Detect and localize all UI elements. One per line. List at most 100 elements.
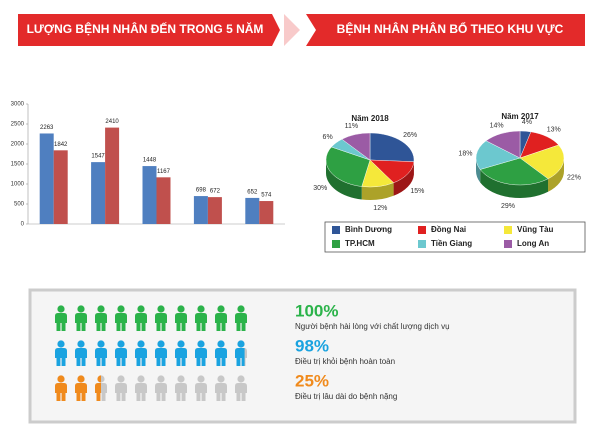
- icon-head: [217, 305, 225, 313]
- value-label: 2410: [105, 119, 119, 125]
- legend-swatch: [504, 240, 512, 248]
- value-label: 1842: [54, 142, 68, 148]
- icon-head: [237, 305, 245, 313]
- y-tick-label: 3000: [11, 102, 25, 108]
- icon-head: [57, 340, 65, 348]
- icon-body: [115, 383, 127, 401]
- icon-head: [117, 305, 125, 313]
- bar: [245, 197, 260, 224]
- icon-body: [95, 313, 107, 331]
- stat-value: 100%: [295, 301, 338, 320]
- value-label: 574: [261, 193, 272, 199]
- bar: [193, 196, 208, 224]
- value-label: 18%: [458, 150, 472, 157]
- icon-head: [97, 340, 105, 348]
- bar: [259, 201, 274, 224]
- icon-head: [57, 375, 65, 383]
- legend-label: Đồng Nai: [431, 225, 466, 234]
- icon-head: [197, 305, 205, 313]
- value-label: 26%: [403, 132, 417, 139]
- icon-body: [235, 348, 245, 366]
- legend-swatch: [504, 226, 512, 234]
- pie-title: Năm 2017: [501, 112, 539, 121]
- icon-head: [77, 375, 85, 383]
- pie-side: [548, 158, 564, 192]
- legend-swatch: [332, 240, 340, 248]
- legend-label: Long An: [517, 239, 549, 248]
- banner-title: BỆNH NHÂN PHÂN BỔ THEO KHU VỰC: [337, 21, 564, 36]
- icon-head: [217, 340, 225, 348]
- icon-head: [117, 375, 125, 383]
- icon-head: [157, 305, 165, 313]
- value-label: 14%: [490, 122, 504, 129]
- legend-swatch: [332, 226, 340, 234]
- icon-body: [55, 313, 67, 331]
- stat-caption: Người bệnh hài lòng với chất lượng dịch …: [295, 322, 450, 331]
- icon-head: [57, 305, 65, 313]
- legend-box: [324, 221, 586, 253]
- icon-body: [95, 348, 107, 366]
- value-label: 1167: [157, 169, 171, 175]
- value-label: 2263: [40, 125, 54, 131]
- icon-body: [215, 313, 227, 331]
- legend-label: TP.HCM: [345, 239, 375, 248]
- icon-body: [115, 313, 127, 331]
- bar: [142, 166, 157, 224]
- icon-head: [197, 375, 205, 383]
- icon-head: [97, 305, 105, 313]
- icon-row-fill: [55, 340, 245, 366]
- icon-body: [155, 348, 167, 366]
- icon-head: [217, 375, 225, 383]
- icon-head: [137, 375, 145, 383]
- legend-label: Vũng Tàu: [517, 225, 554, 234]
- pie-title: Năm 2018: [351, 114, 389, 123]
- y-tick-label: 2000: [11, 142, 25, 148]
- icon-body: [235, 383, 247, 401]
- icon-head: [157, 375, 165, 383]
- pie-slice: [475, 140, 521, 170]
- icon-body: [175, 348, 187, 366]
- stat-caption: Điều trị khỏi bệnh hoàn toàn: [295, 357, 395, 366]
- stat-caption: Điều trị lâu dài do bệnh nặng: [295, 392, 397, 401]
- icon-body: [135, 383, 147, 401]
- icon-head: [237, 375, 245, 383]
- value-label: 22%: [567, 175, 581, 182]
- y-tick-label: 2500: [11, 122, 25, 128]
- pie-slice: [341, 132, 371, 161]
- y-tick-label: 1000: [11, 182, 25, 188]
- icon-body: [195, 383, 207, 401]
- value-label: 652: [247, 189, 258, 195]
- right-banner: [306, 14, 585, 46]
- icon-body: [75, 383, 87, 401]
- arrow: [284, 14, 300, 46]
- icon-body: [155, 313, 167, 331]
- value-label: 4%: [522, 119, 532, 126]
- bar: [156, 177, 171, 224]
- icon-body: [215, 348, 227, 366]
- stat-value: 25%: [295, 371, 329, 390]
- icon-head: [137, 305, 145, 313]
- bar: [39, 133, 54, 224]
- legend-swatch: [418, 240, 426, 248]
- legend-label: Tiền Giang: [431, 239, 472, 248]
- value-label: 1547: [91, 154, 105, 160]
- value-label: 29%: [501, 203, 515, 210]
- icon-body: [75, 348, 87, 366]
- value-label: 698: [196, 188, 207, 194]
- icon-body: [55, 383, 67, 401]
- icon-body: [95, 383, 101, 401]
- bar: [53, 150, 68, 224]
- icon-body: [175, 313, 187, 331]
- icon-body: [135, 313, 147, 331]
- legend-swatch: [418, 226, 426, 234]
- icon-body: [175, 383, 187, 401]
- bar: [91, 162, 106, 224]
- icon-body: [135, 348, 147, 366]
- value-label: 15%: [410, 188, 424, 195]
- y-tick-label: 0: [21, 222, 25, 228]
- pie-side: [480, 169, 549, 198]
- value-label: 6%: [323, 134, 333, 141]
- icon-head: [177, 375, 185, 383]
- icon-head: [237, 340, 245, 348]
- left-banner: [18, 14, 280, 46]
